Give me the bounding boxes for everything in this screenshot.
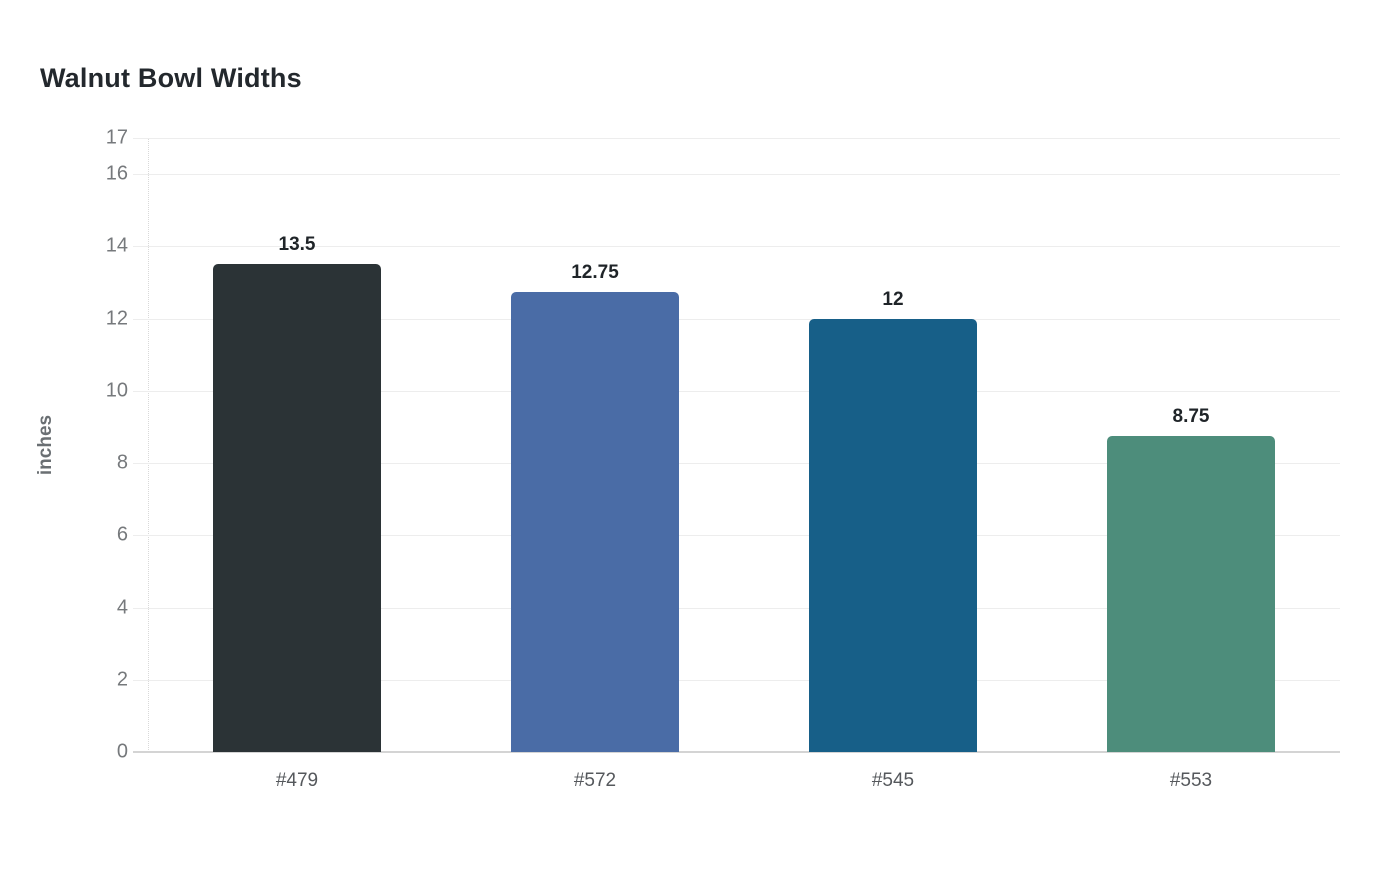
x-tick-label: #572 xyxy=(573,770,617,791)
bar-572 xyxy=(511,291,679,752)
y-tick-label: 17 xyxy=(105,126,128,149)
chart-title: Walnut Bowl Widths xyxy=(40,63,302,93)
bar-value-label: 12 xyxy=(882,288,904,310)
bar-value-label: 13.5 xyxy=(278,234,316,256)
bar-479 xyxy=(213,264,381,752)
gridline xyxy=(133,679,1340,681)
y-tick-label: 8 xyxy=(116,451,128,474)
y-tick-label: 12 xyxy=(105,307,128,330)
gridline xyxy=(133,607,1340,609)
y-axis-title: inches xyxy=(35,414,56,476)
plot-area: 0 2 4 6 8 10 12 14 16 17 13.5 #479 12.75 #572 12 #545 8.… xyxy=(106,127,1340,791)
y-tick-label: 6 xyxy=(116,523,128,546)
y-tick-label: 14 xyxy=(105,234,128,257)
y-tick-label: 16 xyxy=(105,162,128,185)
y-tick-label: 4 xyxy=(116,596,128,619)
y-tick-label: 2 xyxy=(116,668,128,691)
gridline xyxy=(133,390,1340,392)
bar-545 xyxy=(809,318,977,752)
y-axis-line xyxy=(148,138,149,752)
bar-553 xyxy=(1107,435,1275,752)
gridline xyxy=(133,463,1340,465)
gridline xyxy=(133,138,1340,139)
gridline xyxy=(133,318,1340,320)
y-tick-label: 0 xyxy=(116,740,128,763)
x-tick-label: #553 xyxy=(1169,770,1213,791)
gridline xyxy=(133,535,1340,537)
x-axis-baseline xyxy=(133,751,1340,753)
gridline xyxy=(133,174,1340,176)
bar-value-label: 12.75 xyxy=(571,261,619,283)
x-tick-label: #545 xyxy=(871,770,915,791)
y-tick-label: 10 xyxy=(105,379,128,402)
bar-value-label: 8.75 xyxy=(1172,405,1210,427)
x-tick-label: #479 xyxy=(275,770,319,791)
gridline xyxy=(133,246,1340,248)
